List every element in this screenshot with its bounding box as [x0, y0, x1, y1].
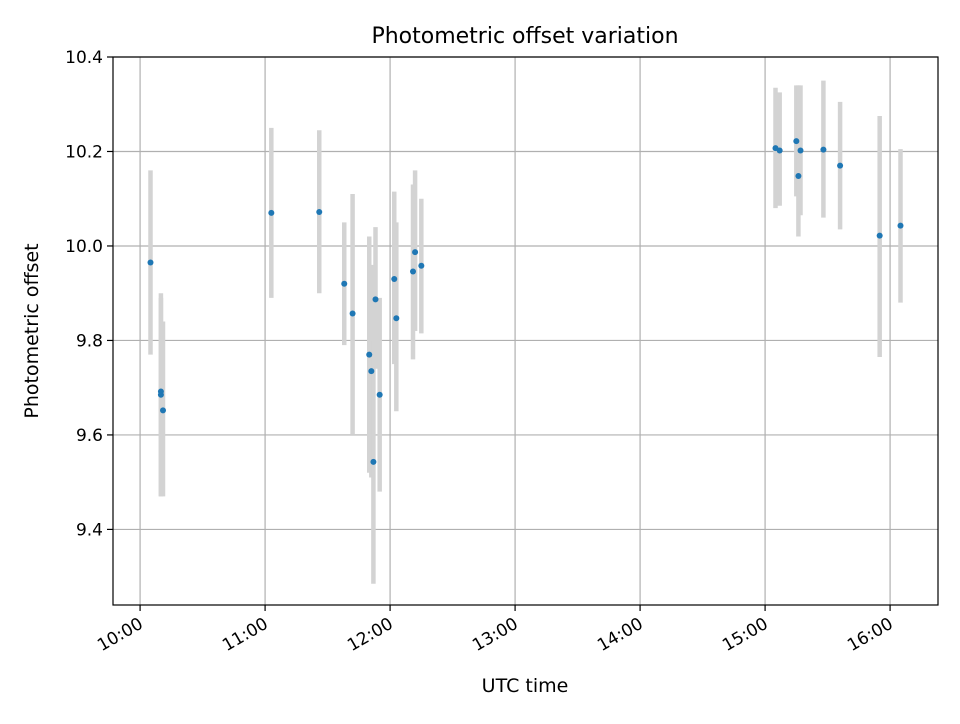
- data-point: [797, 147, 804, 154]
- data-point: [349, 310, 356, 317]
- y-axis-label: Photometric offset: [21, 243, 43, 418]
- data-point: [157, 388, 164, 395]
- data-point: [316, 208, 323, 215]
- data-point: [776, 147, 783, 154]
- y-tick-label: 9.6: [76, 426, 103, 446]
- data-point: [147, 259, 154, 266]
- data-point: [370, 458, 377, 465]
- data-point: [372, 296, 379, 303]
- plot-frame: [112, 56, 939, 606]
- data-points: [147, 138, 904, 465]
- y-tick-label: 10.4: [65, 48, 103, 68]
- y-tick-label: 10.0: [65, 237, 103, 257]
- data-point: [393, 315, 400, 322]
- data-point: [366, 351, 373, 358]
- data-point: [876, 232, 883, 239]
- data-point: [793, 138, 800, 145]
- data-point: [160, 407, 166, 414]
- data-point: [368, 368, 375, 375]
- data-point: [376, 391, 383, 398]
- y-tick-label: 10.2: [65, 142, 103, 162]
- data-point: [412, 249, 419, 256]
- data-point: [820, 146, 827, 153]
- y-tick-label: 9.4: [76, 520, 103, 540]
- data-point: [418, 262, 425, 269]
- y-axis-ticks: 9.4 9.6 9.8 10.0 10.2 10.4: [65, 48, 113, 540]
- data-point: [268, 209, 275, 216]
- data-point: [795, 173, 802, 180]
- data-point: [391, 276, 398, 283]
- data-point: [837, 162, 844, 169]
- data-point: [410, 268, 416, 275]
- data-point: [341, 280, 348, 287]
- chart-title: Photometric offset variation: [371, 24, 678, 49]
- data-point: [897, 222, 904, 229]
- y-tick-label: 9.8: [76, 331, 103, 351]
- x-axis-label: UTC time: [482, 675, 569, 697]
